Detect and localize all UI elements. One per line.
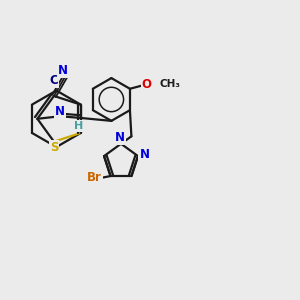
Text: C: C: [49, 74, 58, 87]
Text: Br: Br: [87, 171, 102, 184]
Text: O: O: [142, 77, 152, 91]
Text: CH₃: CH₃: [160, 79, 181, 89]
Text: N: N: [140, 148, 149, 161]
Text: H: H: [74, 121, 83, 131]
Text: N: N: [115, 131, 124, 144]
Text: S: S: [50, 141, 58, 154]
Text: N: N: [58, 64, 68, 77]
Text: N: N: [55, 105, 65, 118]
